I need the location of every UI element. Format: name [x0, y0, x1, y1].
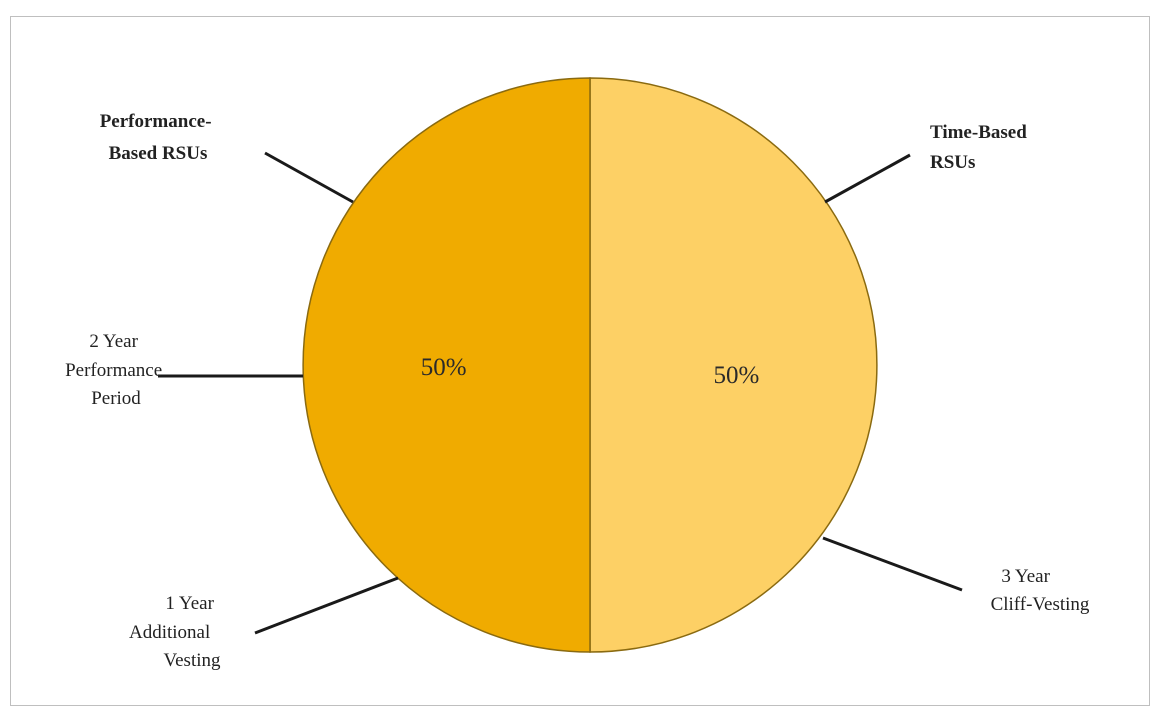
performance-based-label: Performance- Based RSUs: [100, 111, 217, 164]
chart-frame: [10, 16, 1150, 706]
leader-line-time-based: [824, 153, 911, 204]
performance-period-label: 2 Year Performance Period: [65, 331, 167, 409]
additional-vesting-label: 1 Year Additional Vesting: [129, 593, 221, 671]
time-based-label: Time-Based RSUs: [930, 122, 1032, 173]
pie-slices: [302, 77, 878, 653]
leader-line-performance-based: [264, 151, 354, 204]
pie-slice-performance-based-rsus: [302, 77, 591, 653]
leader-line-additional-vesting: [254, 576, 399, 635]
pie-value-label-2: 50%: [421, 354, 467, 381]
pie-value-label-1: 50%: [713, 362, 759, 389]
leader-line-cliff-vesting: [822, 536, 963, 592]
cliff-vesting-label: 3 Year Cliff-Vesting: [991, 566, 1090, 615]
pie-slice-time-based-rsus: [589, 77, 878, 653]
pie-value-labels: 50% 50%: [421, 354, 760, 389]
